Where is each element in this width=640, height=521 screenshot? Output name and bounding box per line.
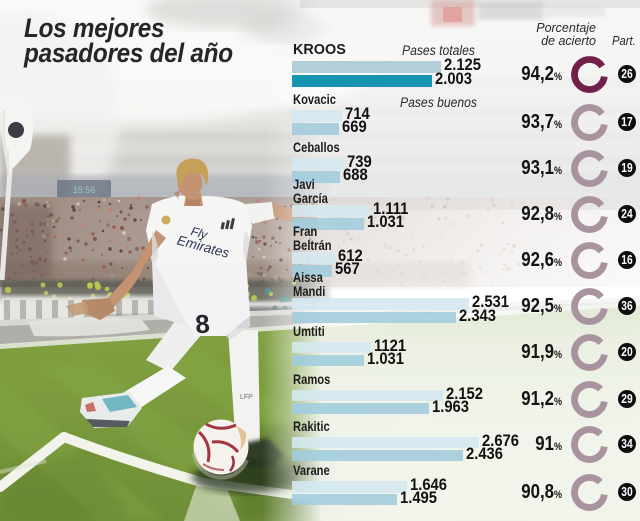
svg-text:Fly: Fly: [189, 224, 209, 242]
svg-text:8: 8: [194, 308, 211, 339]
svg-text:LFP: LFP: [240, 394, 253, 401]
svg-text:15:56: 15:56: [73, 185, 96, 195]
